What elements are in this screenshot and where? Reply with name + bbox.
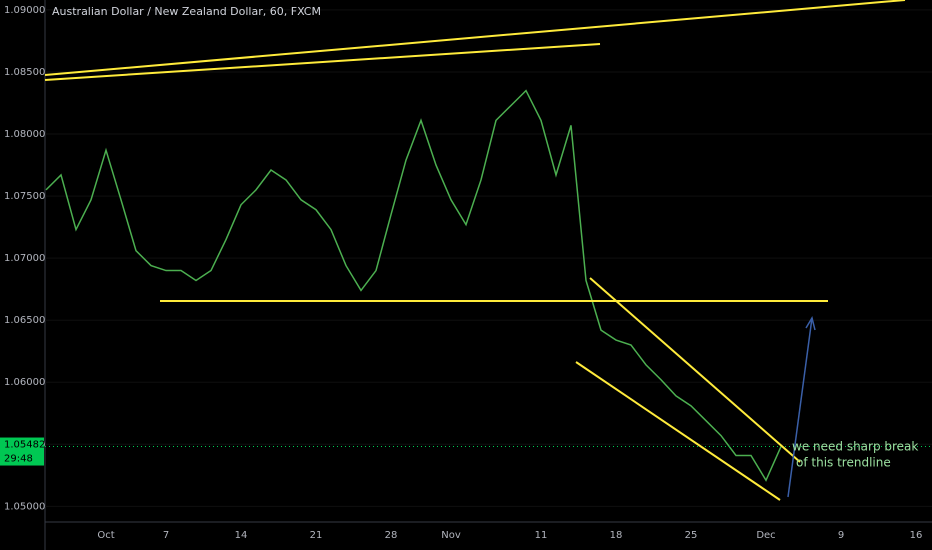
channel-line [589,277,801,463]
x-tick-label: 28 [385,530,398,541]
x-tick-label: 14 [235,530,248,541]
x-tick-label: 25 [685,530,698,541]
x-tick-label: 18 [610,530,623,541]
x-tick-label: 9 [838,530,844,541]
x-tick-label: 21 [310,530,323,541]
chart-title: Australian Dollar / New Zealand Dollar, … [52,5,321,18]
x-tick-label: Oct [97,530,114,541]
x-tick-label: 11 [535,530,548,541]
y-tick-label: 1.06500 [4,315,45,326]
y-tick-label: 1.07500 [4,191,45,202]
y-tick-label: 1.08500 [4,67,45,78]
y-tick-label: 1.08000 [4,129,45,140]
arrow [787,317,813,498]
x-tick-label: Nov [441,530,461,541]
price-line [45,89,782,482]
x-tick-label: 7 [163,530,169,541]
channel-line [575,361,781,501]
countdown: 29:48 [4,454,33,465]
annotation: we need sharp break [792,440,918,454]
last-price-badge [0,437,44,466]
x-tick-label: Dec [756,530,775,541]
annotation: of this trendline [796,456,891,470]
y-tick-label: 1.06000 [4,377,45,388]
y-tick-label: 1.07000 [4,253,45,264]
trendline [44,0,906,76]
x-tick-label: 16 [910,530,923,541]
last-price-label: 1.05482 [4,440,45,451]
y-tick-label: 1.05000 [4,501,45,512]
y-tick-label: 1.09000 [4,5,45,16]
trendline [44,43,601,81]
arrow-head [805,316,816,331]
drawings [44,0,906,501]
